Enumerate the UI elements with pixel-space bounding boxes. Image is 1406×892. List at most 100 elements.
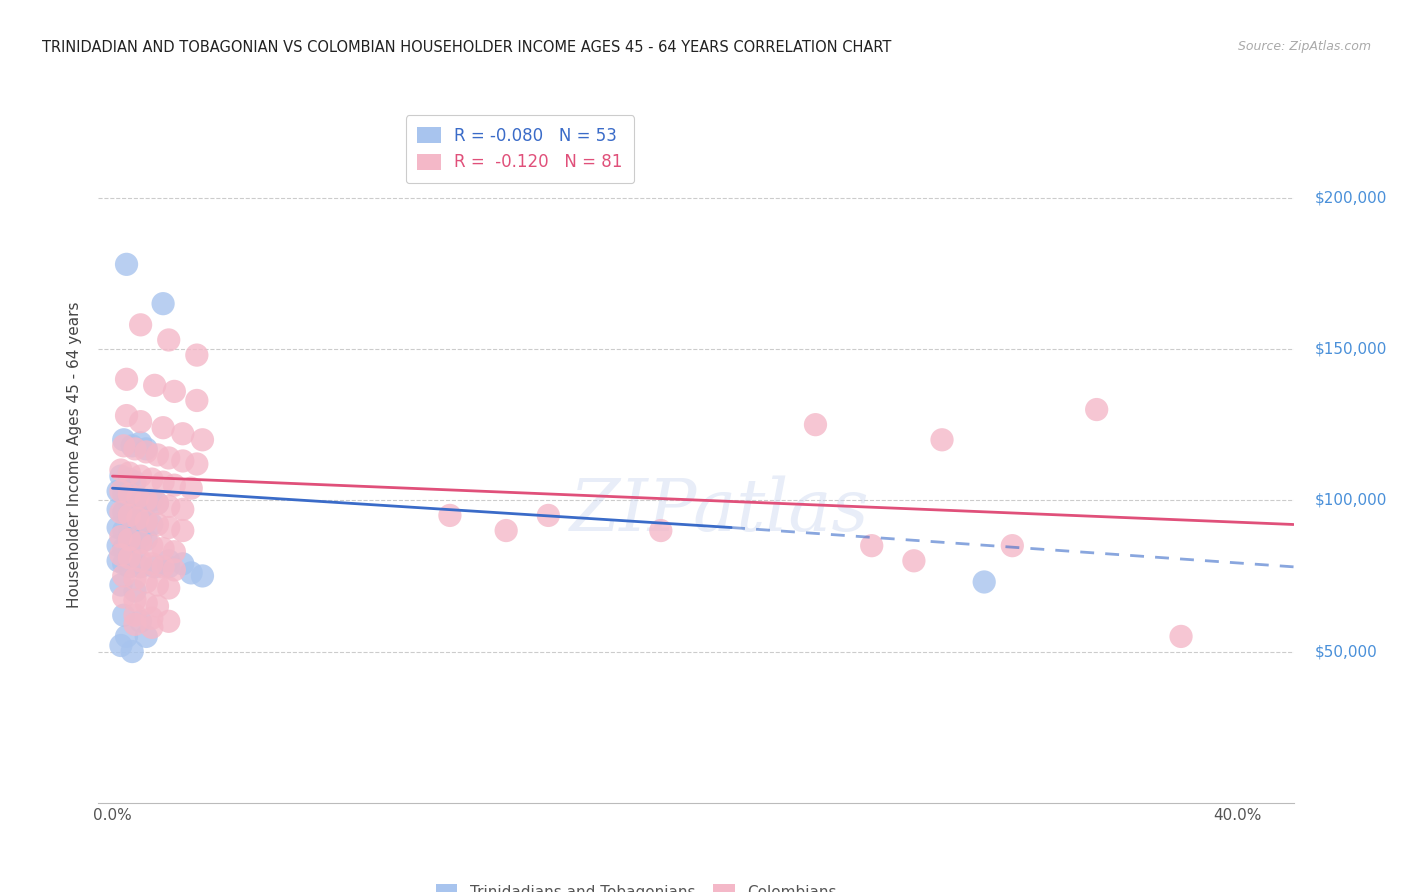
- Point: [141, 611, 163, 625]
- Point: [157, 554, 180, 568]
- Point: [112, 608, 135, 623]
- Point: [157, 615, 180, 629]
- Point: [135, 445, 157, 459]
- Point: [860, 539, 883, 553]
- Point: [110, 463, 132, 477]
- Point: [124, 442, 146, 456]
- Point: [157, 581, 180, 595]
- Text: $150,000: $150,000: [1315, 342, 1386, 357]
- Point: [112, 557, 135, 571]
- Point: [135, 533, 157, 547]
- Point: [495, 524, 517, 538]
- Point: [121, 644, 143, 658]
- Point: [172, 454, 194, 468]
- Point: [118, 550, 141, 565]
- Point: [118, 487, 141, 501]
- Text: $200,000: $200,000: [1315, 190, 1386, 205]
- Point: [146, 496, 169, 510]
- Point: [135, 596, 157, 610]
- Point: [124, 530, 146, 544]
- Point: [129, 535, 152, 549]
- Point: [107, 539, 129, 553]
- Point: [118, 526, 141, 541]
- Point: [118, 533, 141, 547]
- Point: [110, 469, 132, 483]
- Point: [110, 639, 132, 653]
- Point: [135, 574, 157, 589]
- Point: [112, 590, 135, 604]
- Text: $50,000: $50,000: [1315, 644, 1378, 659]
- Point: [650, 524, 672, 538]
- Point: [191, 433, 214, 447]
- Point: [973, 574, 995, 589]
- Point: [110, 505, 132, 519]
- Point: [157, 520, 180, 534]
- Point: [129, 493, 152, 508]
- Point: [157, 333, 180, 347]
- Point: [118, 490, 141, 504]
- Point: [129, 511, 152, 525]
- Point: [1001, 539, 1024, 553]
- Point: [129, 530, 152, 544]
- Point: [112, 439, 135, 453]
- Point: [152, 559, 174, 574]
- Point: [163, 478, 186, 492]
- Point: [118, 559, 141, 574]
- Point: [124, 493, 146, 508]
- Point: [124, 584, 146, 599]
- Point: [804, 417, 827, 432]
- Point: [127, 490, 149, 504]
- Point: [146, 448, 169, 462]
- Point: [107, 484, 129, 499]
- Point: [107, 502, 129, 516]
- Point: [112, 569, 135, 583]
- Point: [115, 409, 138, 423]
- Point: [115, 257, 138, 271]
- Text: Source: ZipAtlas.com: Source: ZipAtlas.com: [1237, 40, 1371, 54]
- Point: [172, 557, 194, 571]
- Point: [127, 511, 149, 525]
- Text: $100,000: $100,000: [1315, 492, 1386, 508]
- Point: [141, 493, 163, 508]
- Point: [152, 541, 174, 556]
- Point: [146, 496, 169, 510]
- Text: TRINIDADIAN AND TOBAGONIAN VS COLOMBIAN HOUSEHOLDER INCOME AGES 45 - 64 YEARS CO: TRINIDADIAN AND TOBAGONIAN VS COLOMBIAN …: [42, 40, 891, 55]
- Point: [903, 554, 925, 568]
- Point: [118, 508, 141, 523]
- Point: [112, 505, 135, 519]
- Point: [129, 469, 152, 483]
- Point: [152, 296, 174, 310]
- Point: [141, 517, 163, 532]
- Point: [118, 466, 141, 480]
- Point: [118, 545, 141, 559]
- Point: [143, 378, 166, 392]
- Point: [112, 433, 135, 447]
- Point: [110, 530, 132, 544]
- Point: [135, 629, 157, 643]
- Point: [118, 472, 141, 486]
- Point: [124, 593, 146, 607]
- Point: [537, 508, 560, 523]
- Point: [129, 435, 152, 450]
- Point: [124, 572, 146, 586]
- Point: [112, 487, 135, 501]
- Legend: Trinidadians and Tobagonians, Colombians: Trinidadians and Tobagonians, Colombians: [429, 877, 844, 892]
- Point: [163, 384, 186, 399]
- Point: [157, 500, 180, 514]
- Point: [152, 420, 174, 434]
- Point: [191, 569, 214, 583]
- Point: [141, 557, 163, 571]
- Point: [110, 548, 132, 562]
- Point: [186, 393, 208, 408]
- Y-axis label: Householder Income Ages 45 - 64 years: Householder Income Ages 45 - 64 years: [67, 301, 83, 608]
- Point: [135, 442, 157, 456]
- Point: [118, 508, 141, 523]
- Point: [1085, 402, 1108, 417]
- Point: [186, 348, 208, 362]
- Point: [129, 559, 152, 574]
- Point: [141, 472, 163, 486]
- Point: [172, 524, 194, 538]
- Point: [115, 372, 138, 386]
- Point: [124, 545, 146, 559]
- Point: [146, 578, 169, 592]
